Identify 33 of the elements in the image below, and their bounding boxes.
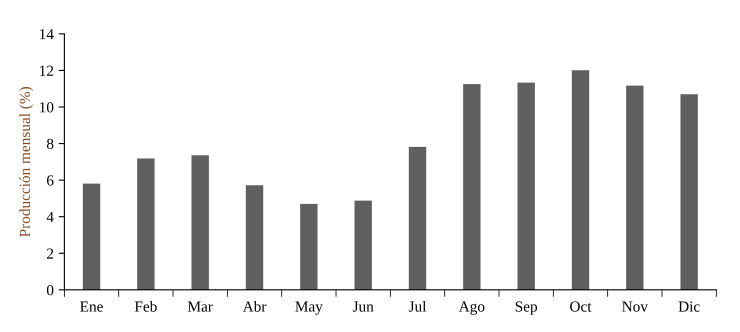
y-tick-label: 0 xyxy=(46,284,54,296)
bar xyxy=(408,146,426,290)
y-axis-title: Producción mensual (%) xyxy=(19,87,34,237)
x-tick-label: Jun xyxy=(352,302,374,312)
x-tick-label: Oct xyxy=(570,301,592,312)
x-tick-label: Jul xyxy=(408,300,426,312)
x-tick-label: Dic xyxy=(678,301,700,312)
bar xyxy=(137,158,155,290)
bar xyxy=(517,82,535,290)
x-tick-label: Nov xyxy=(622,302,648,312)
bar xyxy=(463,84,481,290)
bar xyxy=(680,94,698,290)
x-tick-label: Abr xyxy=(242,300,266,312)
y-tick-label: 6 xyxy=(46,175,54,186)
x-tick-label: Sep xyxy=(516,301,538,315)
y-tick-label: 10 xyxy=(40,102,54,112)
y-tick-label: 8 xyxy=(46,138,54,150)
y-tick-label: 14 xyxy=(40,29,54,40)
bar xyxy=(246,185,264,290)
x-tick-label: Ago xyxy=(458,301,484,315)
y-tick-label: 12 xyxy=(40,66,54,76)
bar xyxy=(572,70,590,290)
x-tick-label: Feb xyxy=(134,300,157,312)
x-tick-label: Ene xyxy=(80,302,103,312)
bar xyxy=(192,155,209,290)
bar xyxy=(82,184,100,290)
y-tick-label: 4 xyxy=(46,212,54,222)
bar xyxy=(354,200,372,290)
bar xyxy=(300,204,318,290)
x-tick-label: Mar xyxy=(188,302,213,312)
x-tick-label: May xyxy=(295,302,323,315)
bar xyxy=(626,86,644,290)
y-tick-label: 2 xyxy=(46,248,54,259)
